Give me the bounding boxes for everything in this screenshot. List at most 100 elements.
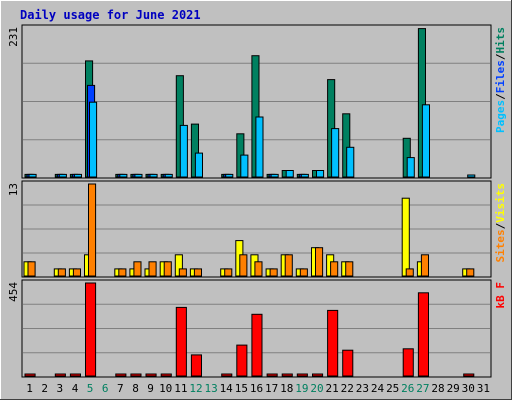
bar-sites [330,261,339,277]
bar-sites [72,268,82,277]
day-label: 1 [26,382,33,395]
bar-sites [57,268,66,277]
bar-kbytes [54,373,66,377]
day-label: 25 [386,382,399,395]
bar-sites [118,268,127,277]
bar-kbytes [251,313,263,377]
bar-sites [254,261,263,277]
bar-pages [149,173,158,178]
day-label: 31 [477,382,490,395]
bar-kbytes [190,354,202,377]
bar-pages [300,173,309,178]
day-label: 29 [447,382,460,395]
legend: Sites/Visits [494,183,507,263]
bar-kbytes [327,309,339,377]
day-label: 10 [159,382,172,395]
day-label: 6 [102,382,109,395]
bar-kbytes [175,306,187,377]
bar-pages [58,173,67,178]
legend-hits: Hits [494,27,507,54]
day-label: 17 [265,382,278,395]
day-label: 9 [147,382,154,395]
bar-pages [225,173,234,178]
bar-sites [193,268,202,277]
bar-kbytes [145,373,157,377]
bar-kbytes [342,349,354,377]
legend-sep: / [494,53,507,60]
legend: kB F [494,282,507,309]
bar-pages [467,174,476,178]
bar-kbytes [160,373,172,377]
day-label: 12 [189,382,202,395]
bar-pages [164,173,173,178]
bar-kbytes [69,373,82,377]
bar-kbytes [221,373,233,377]
day-label: 2 [41,382,48,395]
bar-pages [73,173,83,178]
bar-sites [345,261,354,277]
chart-title: Daily usage for June 2021 [20,8,201,22]
bar-sites [315,247,324,277]
day-label: 26 [401,382,414,395]
legend-sep: / [494,93,507,100]
day-label: 19 [295,382,308,395]
legend: Pages/Files/Hits [494,27,507,133]
bar-sites [405,268,414,277]
day-label: 30 [462,382,475,395]
bar-kbytes [296,373,308,377]
day-label: 27 [416,382,429,395]
day-label: 18 [280,382,293,395]
bar-pages [406,157,415,178]
bar-sites [163,261,172,277]
day-label: 23 [356,382,369,395]
bar-kbytes [130,373,142,377]
bar-pages [240,154,249,178]
bar-pages [134,173,143,178]
day-label: 14 [220,382,234,395]
bar-kbytes [281,373,293,377]
day-label: 22 [341,382,354,395]
bar-sites [466,268,475,277]
bar-sites [224,268,233,277]
bar-kbytes [417,292,429,377]
day-label: 16 [250,382,263,395]
bar-pages [285,170,294,178]
bar-sites [420,254,429,277]
legend-kbytes: kB F [494,282,507,309]
bar-sites [178,268,187,277]
bar-pages [421,104,430,178]
bar-sites [239,254,248,277]
y-max-label: 454 [7,282,20,302]
kbytes-panel: 454 kB F [7,279,507,378]
bar-sites [299,268,308,277]
bar-kbytes [115,373,127,377]
bar-pages [316,170,325,178]
day-label: 15 [235,382,248,395]
bar-kbytes [312,373,324,377]
bar-pages [179,124,188,178]
day-label: 11 [174,382,187,395]
day-label: 28 [431,382,444,395]
day-label: 4 [72,382,79,395]
bar-kbytes [463,373,475,377]
bar-kbytes [402,348,414,377]
bar-pages [28,173,37,178]
bar-pages [270,173,279,178]
bar-pages [194,152,203,178]
day-label: 24 [371,382,385,395]
bar-sites [88,183,97,277]
bar-sites [284,254,293,277]
day-label: 13 [204,382,217,395]
day-label: 21 [325,382,338,395]
bar-sites [27,261,36,277]
bar-kbytes [85,282,97,377]
visits-sites-panel: 13 Sites/Visits [7,180,507,278]
legend-pages: Pages [494,100,507,133]
day-label: 3 [56,382,63,395]
bar-pages [89,101,98,178]
bar-kbytes [24,373,36,377]
bar-kbytes [266,373,278,377]
